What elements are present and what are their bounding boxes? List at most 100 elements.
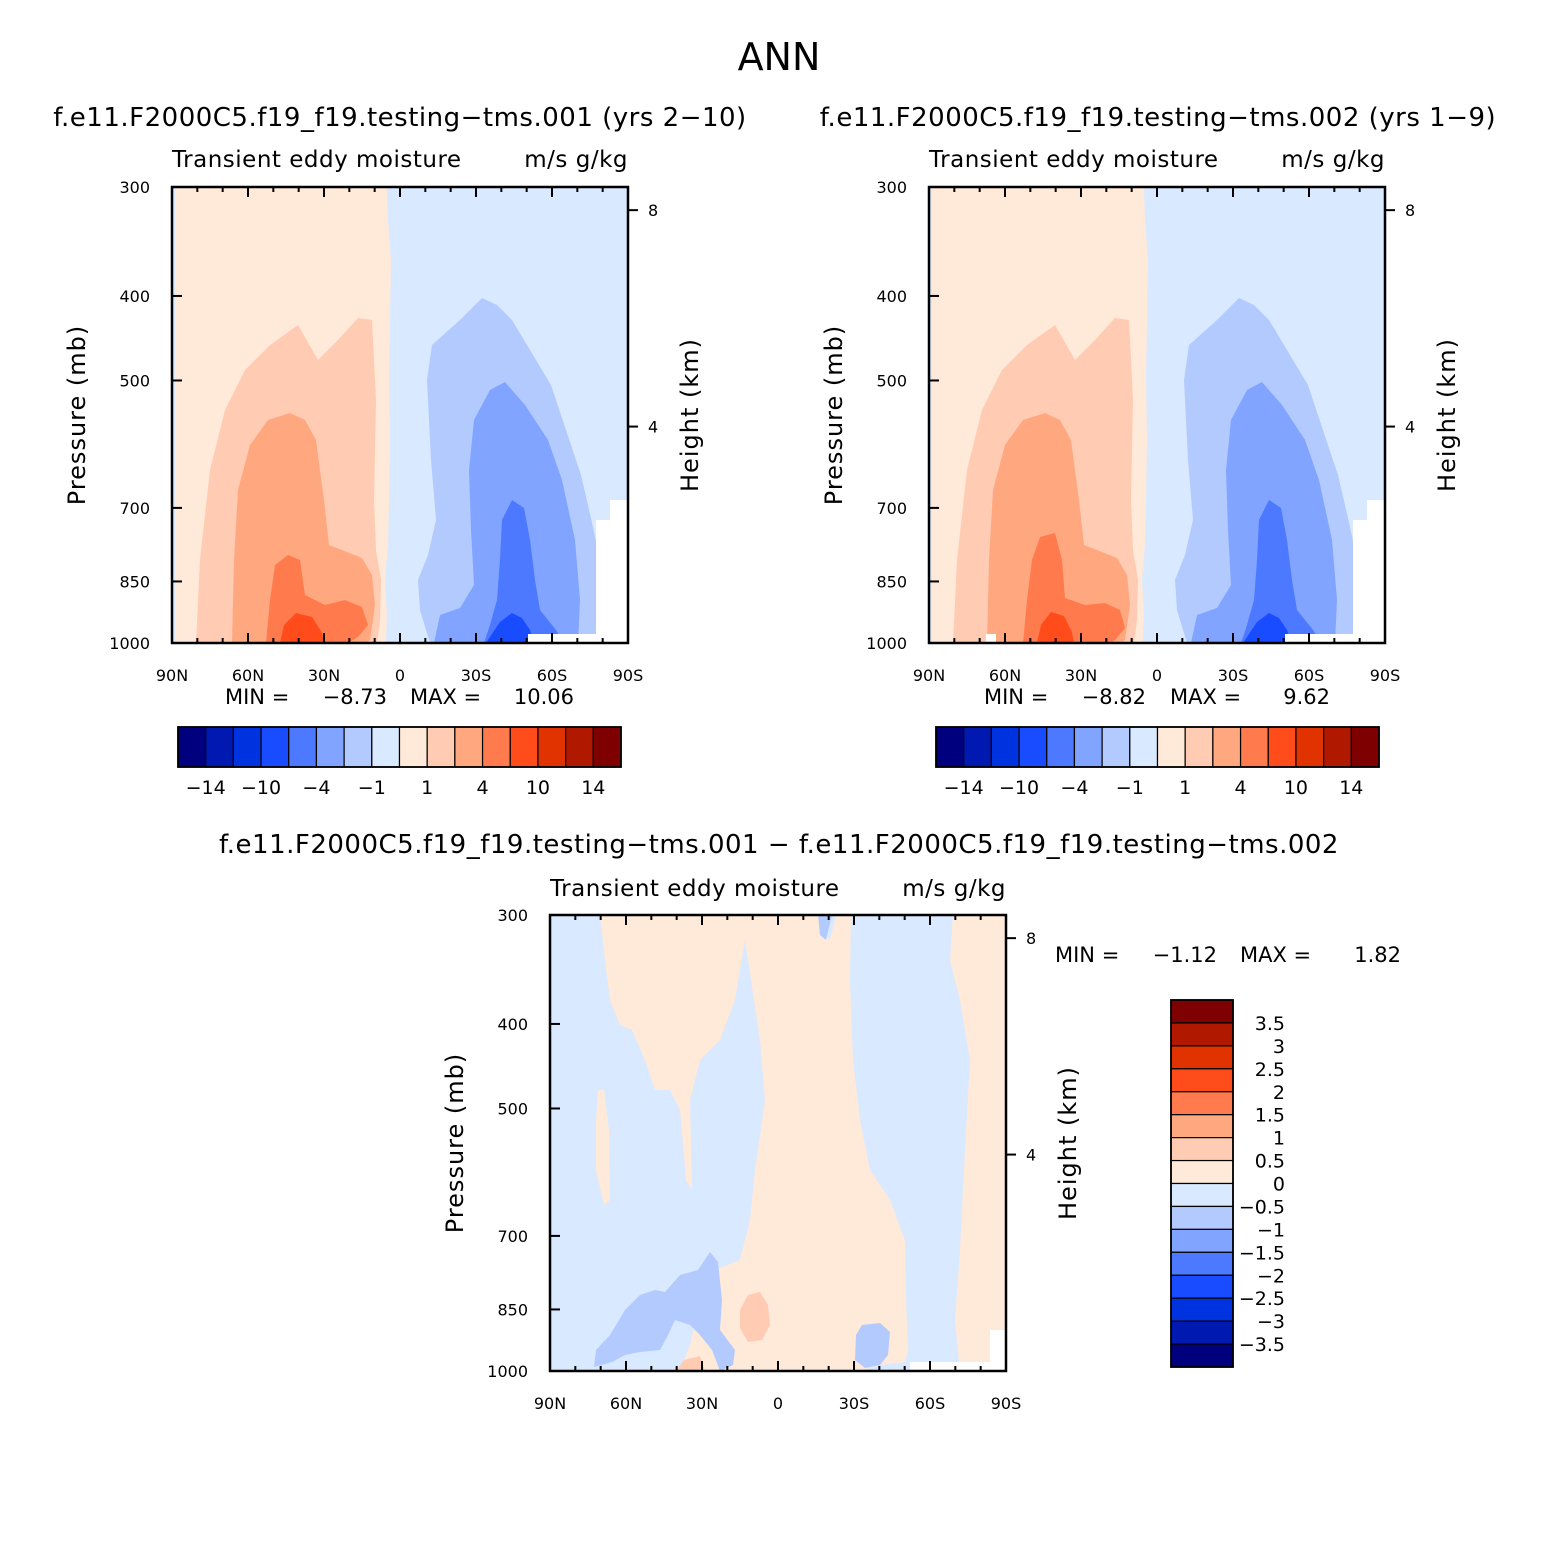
contour-band-0.5-1 <box>676 1356 705 1371</box>
x-tick-label: 0 <box>1152 666 1162 685</box>
colorbar-label: 14 <box>1339 777 1363 799</box>
colorbar-box <box>1170 1251 1234 1276</box>
colorbar-label: 14 <box>581 777 605 799</box>
contour-band-neg4-neg7 <box>1241 500 1321 643</box>
y-tick-label: 500 <box>497 1099 528 1118</box>
colorbar-box <box>343 726 373 768</box>
colorbar-box <box>177 726 207 768</box>
max-value: 10.06 <box>514 685 574 709</box>
max-label: MAX = <box>410 685 481 709</box>
colorbar-box <box>426 726 456 768</box>
x-tick-label: 30S <box>1218 666 1249 685</box>
x-tick-label: 0 <box>773 1394 783 1413</box>
colorbar-label: −2.5 <box>1239 1288 1285 1310</box>
colorbar-box <box>481 726 511 768</box>
x-tick-label: 30N <box>308 666 340 685</box>
x-tick-label: 0 <box>395 666 405 685</box>
colorbar-label: −14 <box>186 777 226 799</box>
colorbar-box <box>1170 1205 1234 1230</box>
colorbar-label: 1 <box>421 777 433 799</box>
panel-case1: f.e11.F2000C5.f19_f19.testing−tms.001 (y… <box>53 103 746 799</box>
x-tick-label: 30N <box>686 1394 718 1413</box>
x-tick-label: 90S <box>991 1394 1022 1413</box>
y-tick-label: 700 <box>876 499 907 518</box>
colorbar-label: −1 <box>358 777 386 799</box>
colorbar-label: 2.5 <box>1255 1059 1285 1081</box>
x-tick-label: 60S <box>537 666 568 685</box>
colorbar-box <box>990 726 1020 768</box>
colorbar-box <box>1129 726 1159 768</box>
min-value: −1.12 <box>1153 943 1217 967</box>
min-label: MIN = <box>225 685 289 709</box>
x-tick-label: 60N <box>610 1394 642 1413</box>
min-value: −8.73 <box>323 685 387 709</box>
x-tick-label: 90N <box>534 1394 566 1413</box>
colorbar-label: 3.5 <box>1255 1013 1285 1035</box>
colorbar-label: 1 <box>1273 1128 1285 1150</box>
units-label: m/s g/kg <box>1281 147 1385 173</box>
colorbar-label: −2 <box>1257 1265 1285 1287</box>
colorbar-label: 4 <box>477 777 489 799</box>
colorbar-box <box>1156 726 1186 768</box>
y-axis-title: Pressure (mb) <box>441 1053 469 1233</box>
contour-field <box>172 187 628 643</box>
contour-band-neg7-neg10 <box>486 613 534 643</box>
colorbar-box <box>1170 1159 1234 1185</box>
x-tick-label: 90N <box>156 666 188 685</box>
y-axis-title: Pressure (mb) <box>63 325 91 505</box>
colorbar-box <box>288 726 318 768</box>
y-axis-title: Pressure (mb) <box>820 325 848 505</box>
panel-case2: f.e11.F2000C5.f19_f19.testing−tms.002 (y… <box>820 103 1496 799</box>
colorbar-label: −1 <box>1257 1219 1285 1241</box>
colorbar-box <box>205 726 234 768</box>
y-tick-label: 500 <box>876 371 907 390</box>
colorbar-box <box>565 726 594 768</box>
x-tick-label: 60S <box>1294 666 1325 685</box>
x-tick-label: 30S <box>461 666 492 685</box>
colorbar-box <box>935 726 965 768</box>
min-label: MIN = <box>984 685 1048 709</box>
colorbar-box <box>963 726 992 768</box>
panel-title: f.e11.F2000C5.f19_f19.testing−tms.001 (y… <box>53 103 746 133</box>
colorbar-label: 4 <box>1235 777 1247 799</box>
colorbar-box <box>1350 726 1380 768</box>
contour-field <box>550 915 1006 1371</box>
contour-band-neg0.5-neg1 <box>855 1323 890 1368</box>
colorbar-box <box>1170 1022 1234 1047</box>
y2-axis-title: Height (km) <box>1433 338 1461 492</box>
colorbar-label: −14 <box>944 777 984 799</box>
missing-data-region <box>910 1330 1006 1371</box>
colorbar-box <box>1101 726 1131 768</box>
y2-tick-label: 4 <box>1405 418 1415 437</box>
x-tick-label: 30N <box>1065 666 1097 685</box>
y-tick-label: 500 <box>119 371 150 390</box>
colorbar-box <box>1323 726 1352 768</box>
colorbar-box <box>1295 726 1325 768</box>
contour-band-7-10 <box>1037 612 1074 643</box>
colorbar-box <box>1170 1274 1234 1299</box>
y2-axis-title: Height (km) <box>1054 1066 1082 1220</box>
max-value: 9.62 <box>1283 685 1330 709</box>
colorbar-box <box>1170 1137 1234 1162</box>
colorbar-label: −10 <box>241 777 281 799</box>
max-label: MAX = <box>1240 943 1311 967</box>
y-tick-label: 1000 <box>109 634 150 653</box>
colorbar-box <box>371 726 401 768</box>
colorbar-box <box>1170 1114 1234 1139</box>
colorbar-box <box>1170 1068 1234 1093</box>
colorbar-label: 0 <box>1273 1174 1285 1196</box>
x-tick-label: 60S <box>915 1394 946 1413</box>
colorbar-box <box>1018 726 1048 768</box>
colorbar: −14 −10 −4 −1 1 4 10 14 <box>177 726 622 799</box>
missing-data-region <box>528 500 628 643</box>
colorbar-box <box>1170 1182 1234 1208</box>
y2-tick-label: 8 <box>648 201 658 220</box>
colorbar-label: −3 <box>1257 1311 1285 1333</box>
contour-field <box>929 187 1385 643</box>
colorbar-box <box>1170 1297 1234 1322</box>
colorbar-box <box>398 726 428 768</box>
colorbar-label: 0.5 <box>1255 1151 1285 1173</box>
colorbar-box <box>1239 726 1269 768</box>
colorbar-box <box>1267 726 1297 768</box>
contour-band-2-4 <box>232 413 375 643</box>
